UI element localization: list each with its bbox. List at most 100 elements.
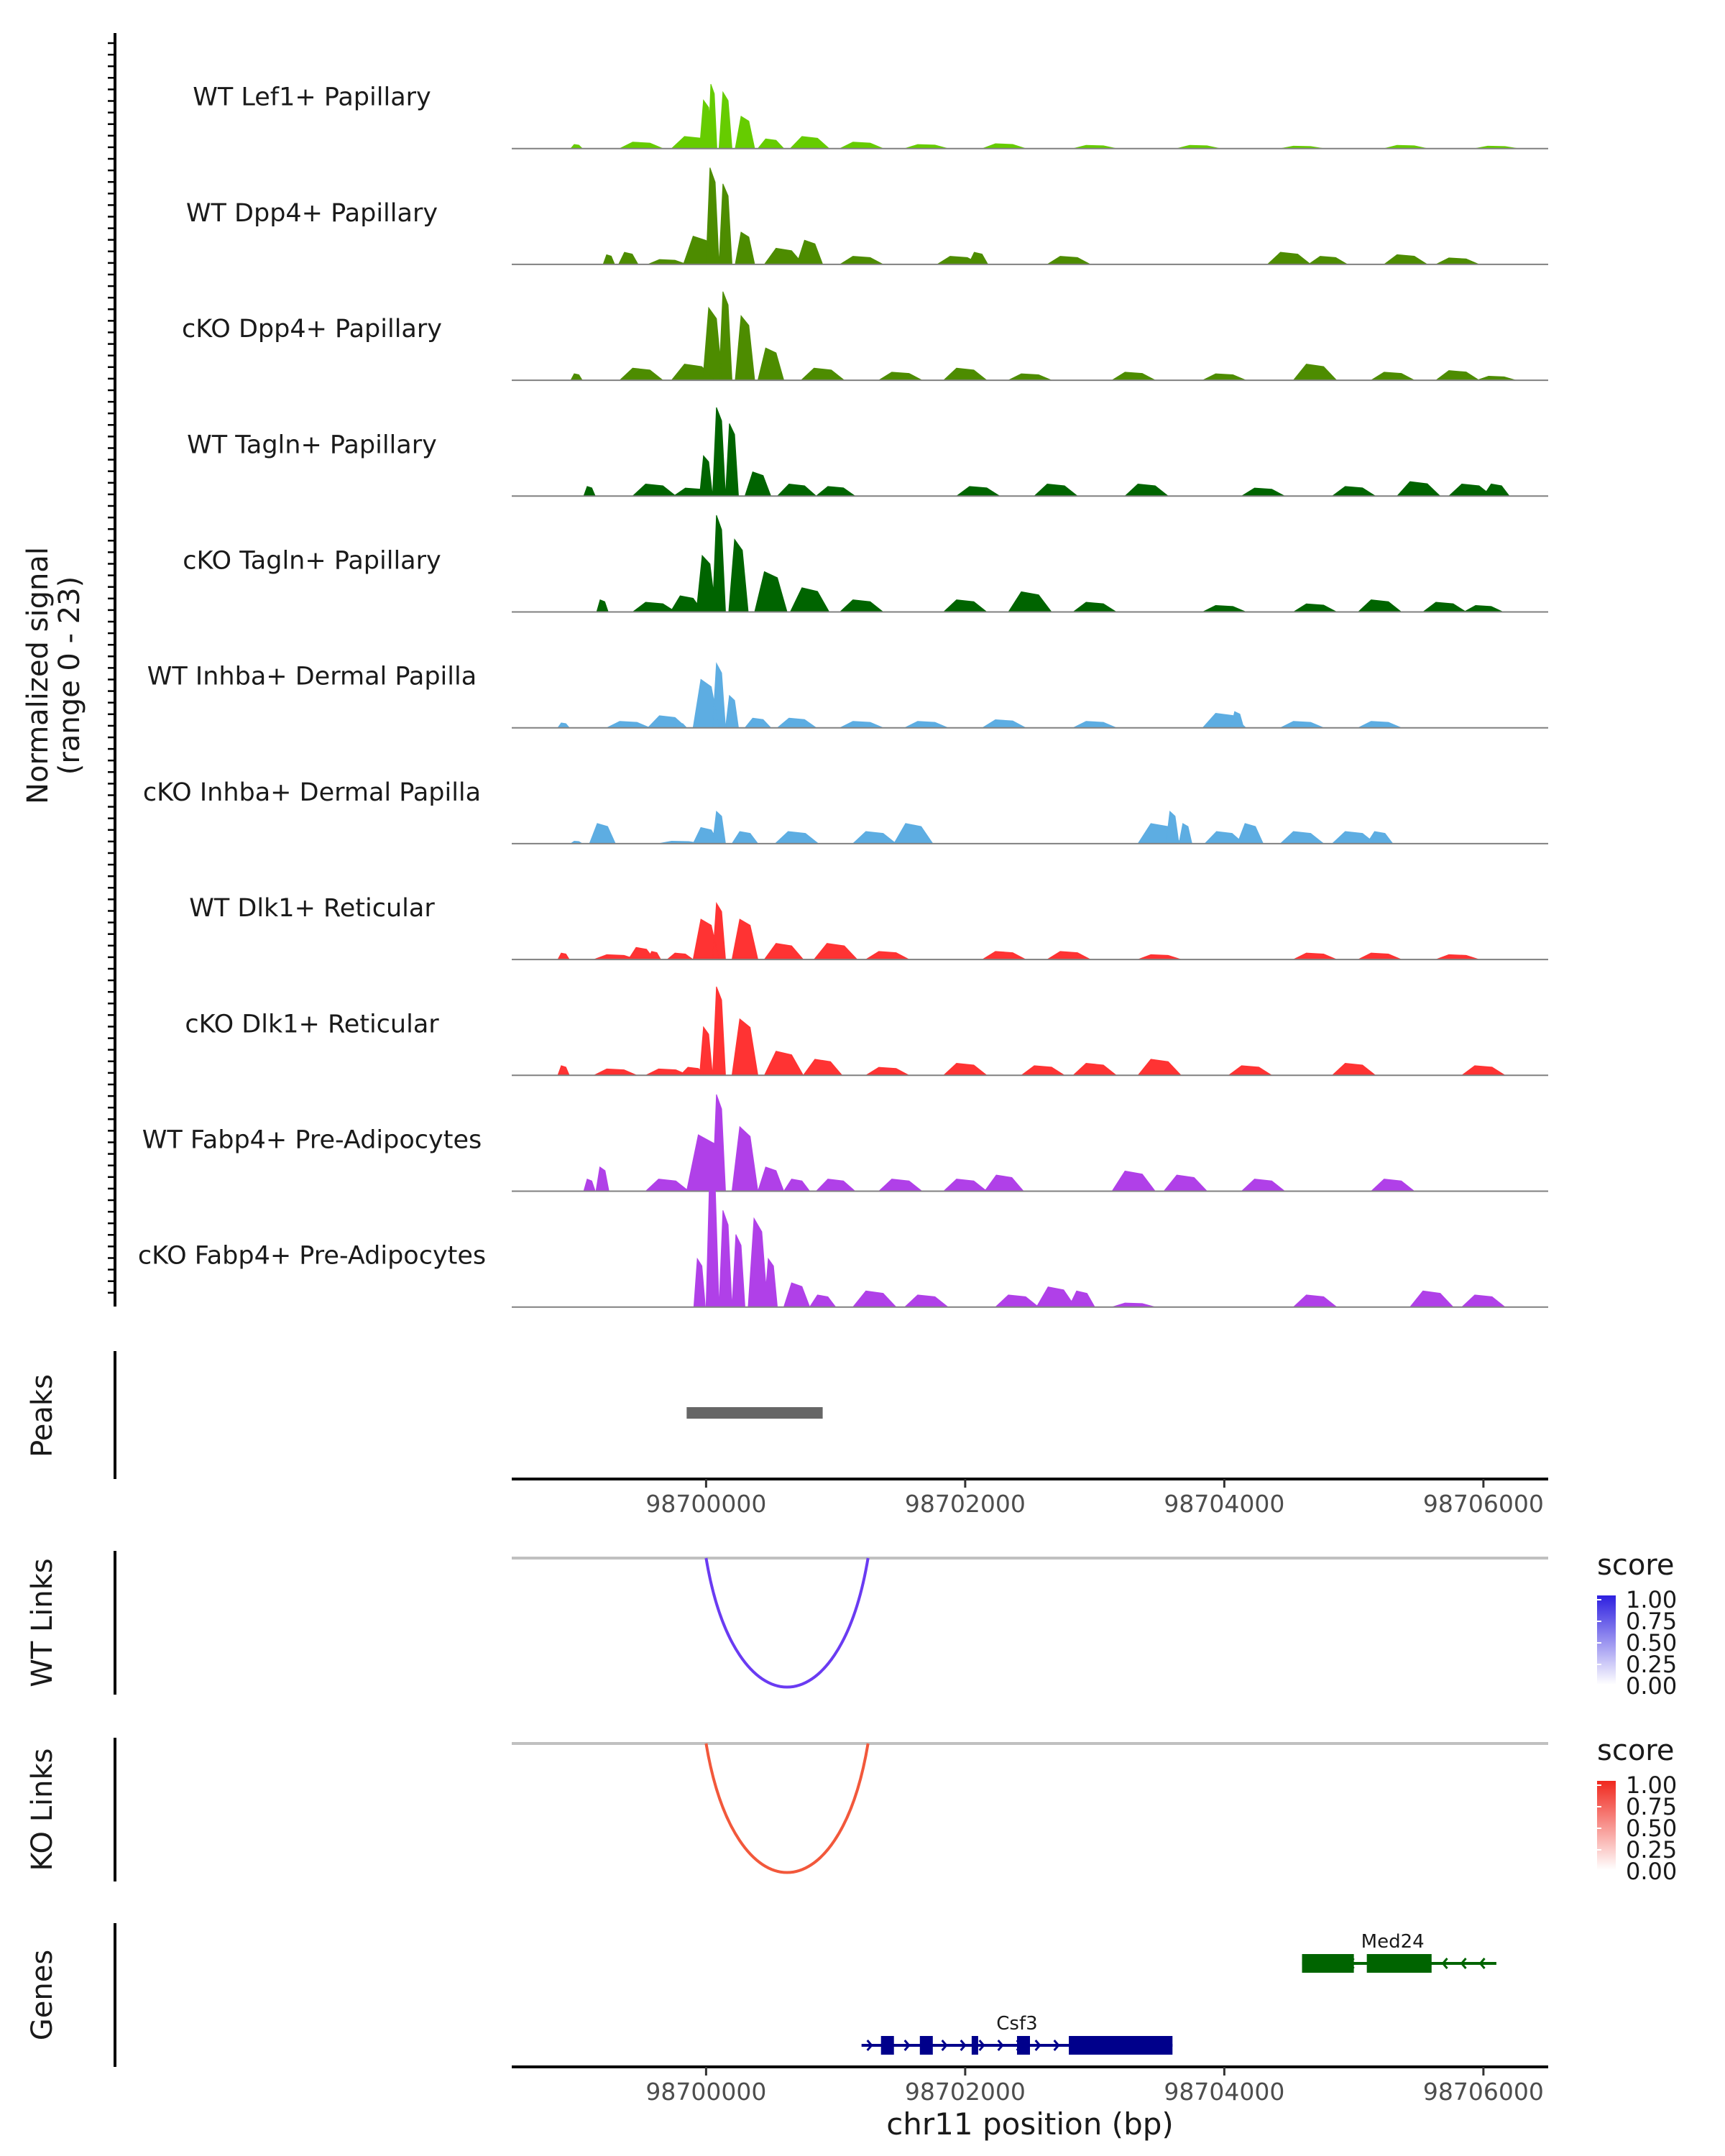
gene-name: Csf3 [996,2013,1037,2035]
strand-arrow [960,2040,967,2051]
coverage-track: WT Inhba+ Dermal Papilla [147,662,1548,729]
track-signal-area [596,515,1504,612]
track-signal-area [569,811,1394,844]
legend-tick-label: 0.75 [1626,1793,1677,1820]
gene-exon [1366,1954,1432,1973]
coverage-track: cKO Fabp4+ Pre-Adipocytes [138,1161,1548,1308]
track-signal-area [602,167,1480,265]
ko-links-legend: score 1.000.750.500.250.00 [1597,1734,1677,1885]
coverage-track: cKO Inhba+ Dermal Papilla [143,778,1548,844]
track-signal-area [570,83,1518,149]
strand-arrow [1053,2040,1060,2051]
legend-colorbar [1597,1781,1616,1870]
gene-models: Med24 Csf3 [861,1931,1496,2055]
coverage-track: WT Dlk1+ Reticular [189,894,1548,961]
strand-arrow [866,2040,873,2051]
strand-arrow [941,2040,948,2051]
x-tick-label: 98700000 [645,2078,766,2106]
wt-links-label: WT Links [26,1558,59,1687]
track-signal-area [557,662,1402,729]
coverage-track: WT Tagln+ Papillary [187,407,1548,497]
track-label: cKO Dpp4+ Papillary [182,315,442,344]
coverage-track: WT Dpp4+ Papillary [186,167,1548,265]
gene-name: Med24 [1361,1931,1425,1953]
coverage-ylabel: Normalized signal [22,547,55,804]
track-label: WT Fabp4+ Pre-Adipocytes [142,1126,482,1155]
track-label: cKO Tagln+ Papillary [183,547,441,576]
track-label: cKO Fabp4+ Pre-Adipocytes [138,1242,486,1271]
strand-arrow [1441,1958,1448,1969]
legend-tick-label: 0.50 [1626,1629,1677,1657]
gene-exon [971,2036,978,2055]
gene-exon [919,2036,933,2055]
coverage-tracks: WT Lef1+ Papillary WT Dpp4+ Papillary cKO … [138,83,1548,1308]
coverage-track: cKO Dlk1+ Reticular [185,986,1548,1077]
coverage-y-axis [108,33,116,1307]
track-label: cKO Inhba+ Dermal Papilla [143,778,481,807]
x-tick-label: 98706000 [1423,2078,1544,2106]
ko-link-arc [704,1743,870,1874]
strand-arrow [978,2040,985,2051]
gene-model: Csf3 [861,2013,1173,2055]
gene-exon [1069,2036,1173,2055]
peaks-panel: Peaks 98700000 98702000 98704000 98706000 [26,1351,1548,1518]
track-label: WT Dpp4+ Papillary [186,199,438,228]
coverage-ylabel-range: (range 0 - 23) [53,576,86,775]
coverage-track: cKO Tagln+ Papillary [183,515,1548,613]
genes-panel: Genes Med24 Csf3 98700000 98702000 98704000… [26,1923,1548,2142]
legend-title: score [1597,1549,1674,1582]
peaks-x-ticks: 98700000 98702000 98704000 98706000 [645,1479,1544,1518]
x-tick-label: 98702000 [905,2078,1026,2106]
wt-links-legend: score 1.000.750.500.250.00 [1597,1549,1677,1700]
track-label: cKO Dlk1+ Reticular [185,1010,439,1038]
coverage-track: WT Fabp4+ Pre-Adipocytes [142,1094,1548,1192]
coverage-track: cKO Dpp4+ Papillary [182,291,1548,382]
gene-exon [880,2036,894,2055]
track-label: WT Lef1+ Papillary [193,83,431,112]
legend-tick-label: 0.75 [1626,1608,1677,1635]
gene-exon [1302,1954,1354,1973]
x-tick-label: 98706000 [1423,1490,1544,1518]
genes-label: Genes [26,1950,59,2040]
ko-links-label: KO Links [26,1749,59,1871]
track-label: WT Dlk1+ Reticular [189,894,435,923]
legend-colorbar [1597,1595,1616,1685]
track-signal-area [570,291,1517,381]
gene-exon [1016,2036,1030,2055]
x-tick-label: 98700000 [645,1490,766,1518]
track-signal-area [583,1094,1416,1192]
x-axis-title: chr11 position (bp) [886,2106,1174,2142]
legend-tick-label: 0.50 [1626,1815,1677,1842]
legend-tick-label: 0.25 [1626,1651,1677,1678]
x-tick-label: 98704000 [1164,1490,1284,1518]
wt-links-panel: WT Links score 1.000.750.500.250.00 [26,1549,1677,1700]
ko-links-panel: KO Links score 1.000.750.500.250.00 [26,1734,1677,1885]
x-tick-label: 98704000 [1164,2078,1284,2106]
x-tick-label: 98702000 [905,1490,1026,1518]
legend-tick-label: 0.25 [1626,1836,1677,1864]
strand-arrow [1034,2040,1041,2051]
coverage-track: WT Lef1+ Papillary [193,83,1548,149]
track-signal-area [583,407,1510,497]
wt-link-arc [704,1557,870,1689]
strand-arrow [903,2040,911,2051]
peaks-label: Peaks [26,1374,59,1457]
legend-tick-label: 1.00 [1626,1586,1677,1613]
gene-model: Med24 [1302,1931,1496,1973]
track-signal-area [557,902,1479,960]
strand-arrow [1460,1958,1467,1969]
legend-title: score [1597,1734,1674,1767]
track-label: WT Tagln+ Papillary [187,430,437,459]
legend-tick-label: 0.00 [1626,1672,1677,1700]
strand-arrow [1478,1958,1486,1969]
strand-arrow [997,2040,1004,2051]
track-signal-area [557,986,1506,1077]
peak-regions [686,1407,823,1419]
legend-tick-label: 0.00 [1626,1858,1677,1885]
genes-x-ticks: 98700000 98702000 98704000 98706000 [645,2067,1544,2106]
legend-tick-label: 1.00 [1626,1772,1677,1799]
track-label: WT Inhba+ Dermal Papilla [147,663,477,691]
peak-region [686,1407,823,1419]
coverage-panel: Normalized signal (range 0 - 23) WT Lef1… [22,33,1548,1308]
